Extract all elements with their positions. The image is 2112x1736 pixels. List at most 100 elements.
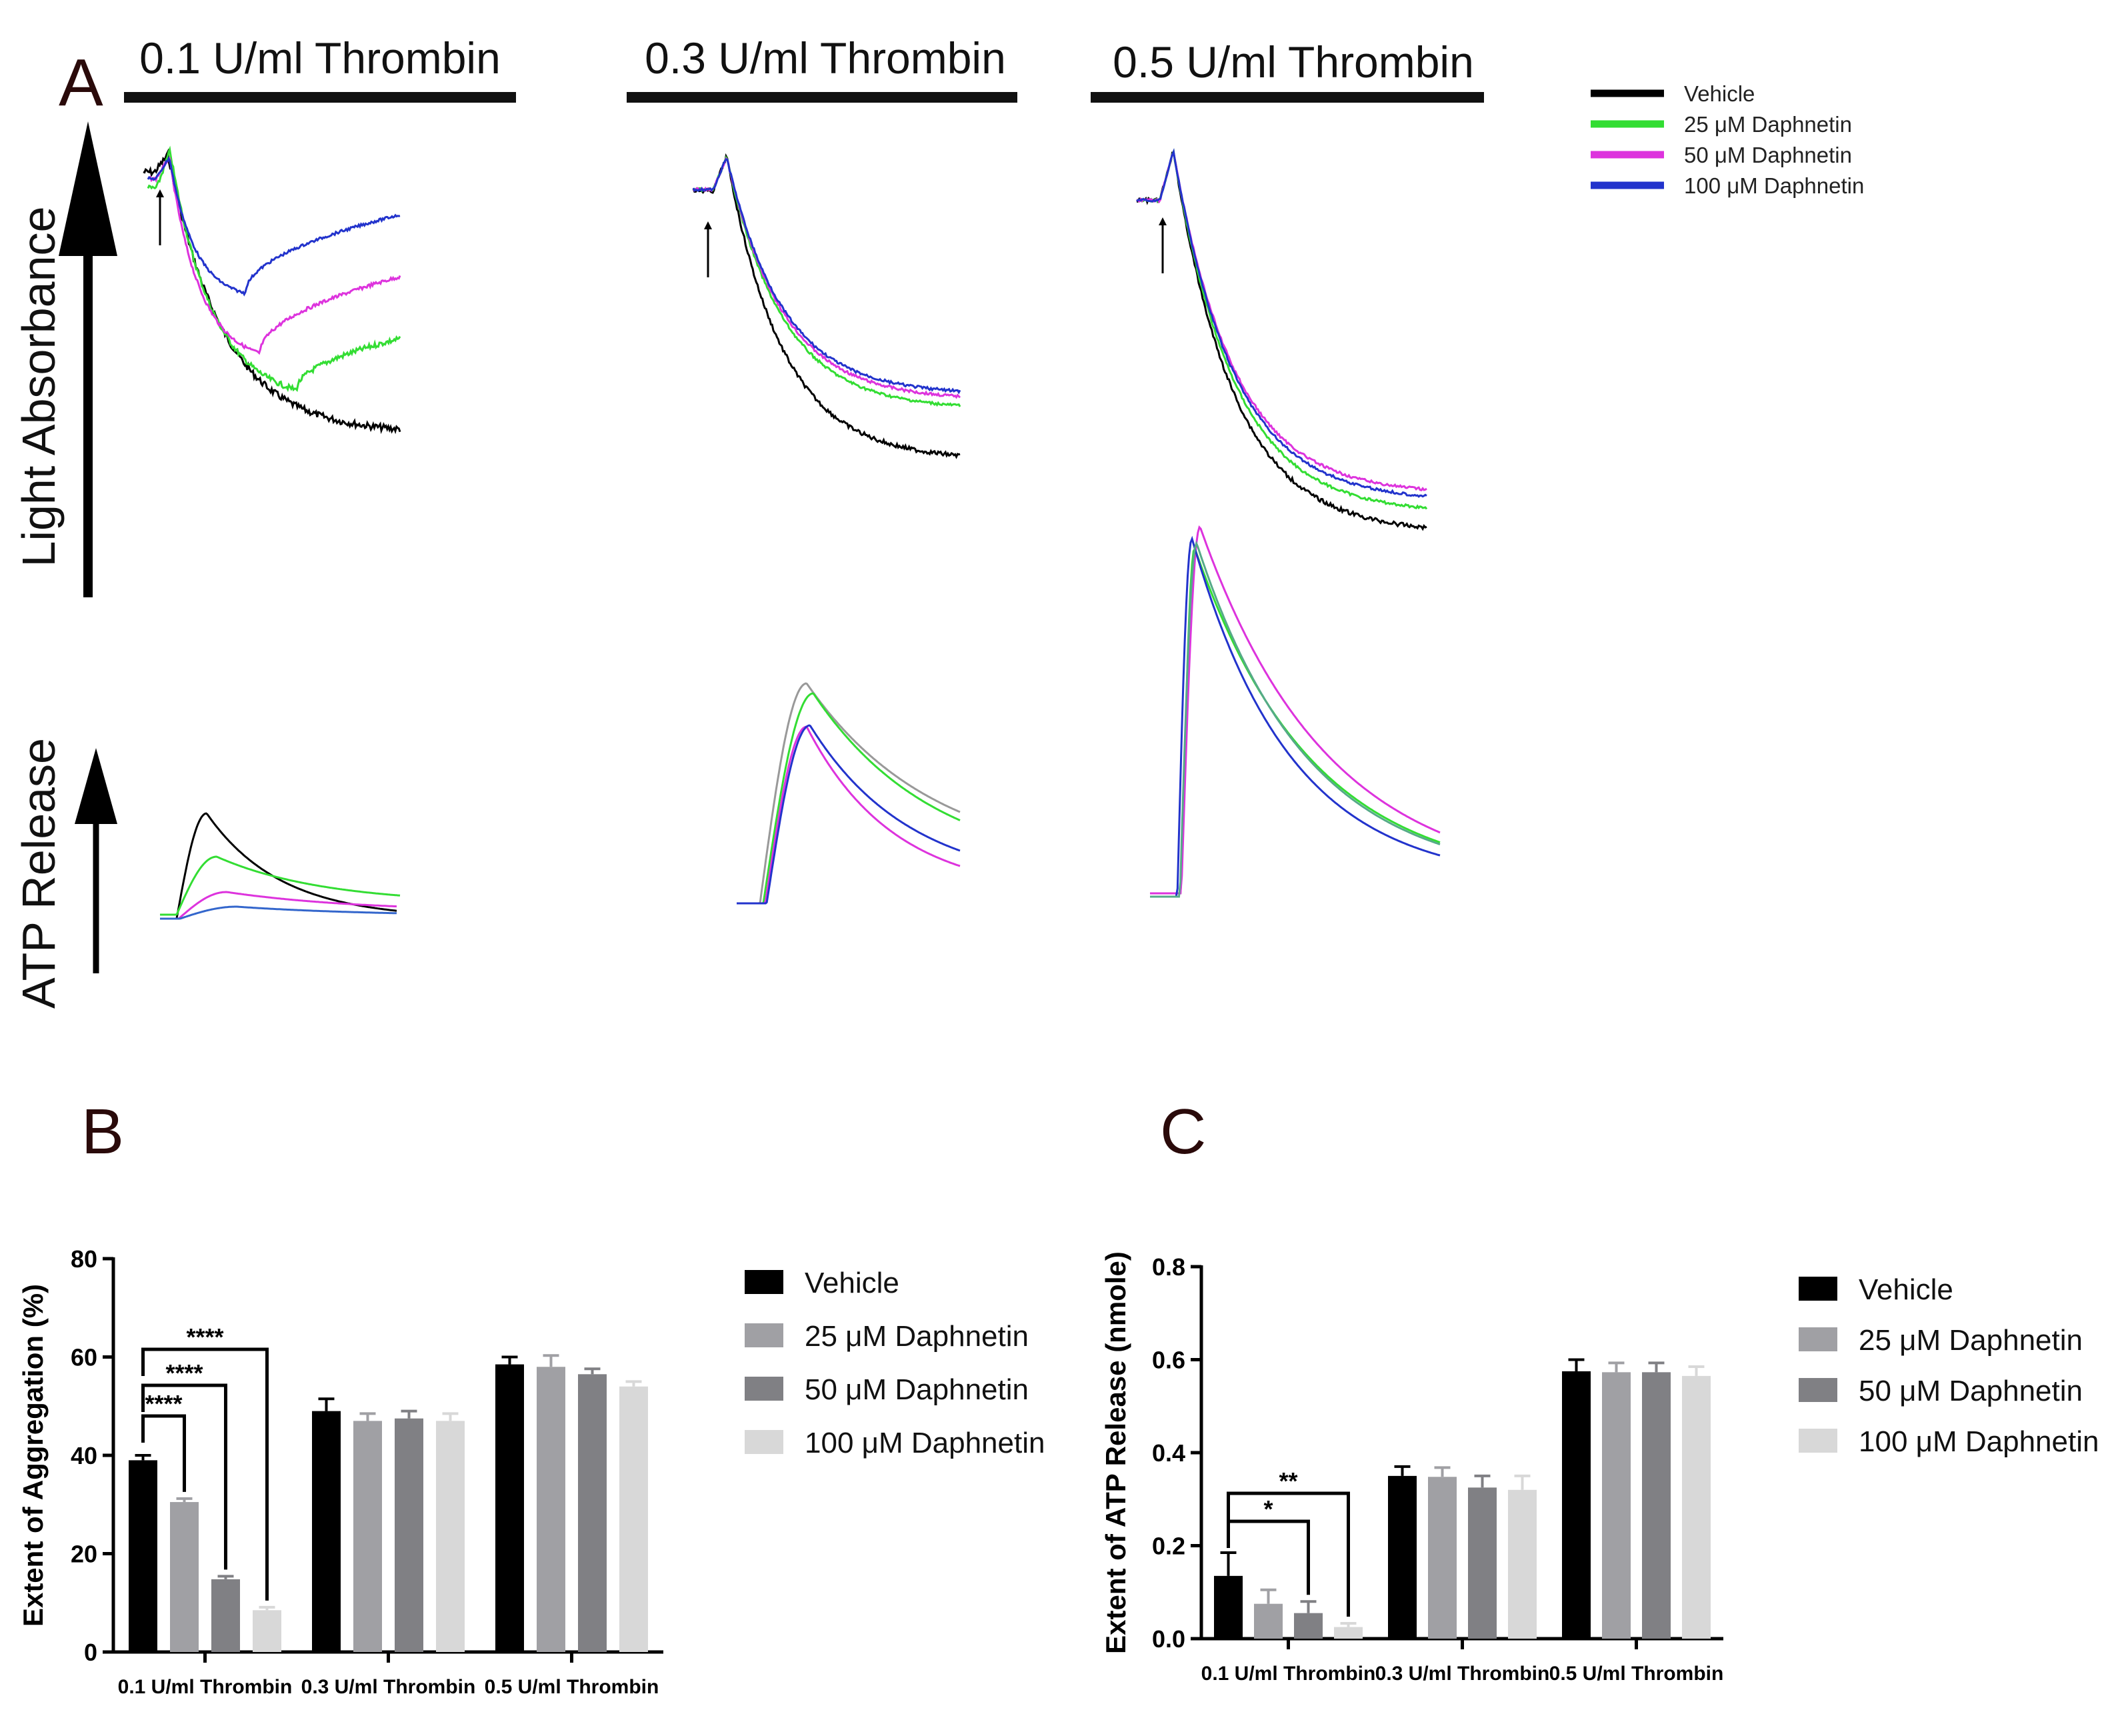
legend-a-label-2: 50 μM Daphnetin — [1684, 143, 1852, 167]
atp-05-50 — [1150, 525, 1441, 895]
atp-05-100 — [1150, 535, 1441, 898]
legend-a-label-0: Vehicle — [1684, 81, 1755, 106]
x-tick-label: 0.5 U/ml Thrombin — [485, 1676, 659, 1698]
legend-label-0: Vehicle — [1859, 1273, 1953, 1306]
atp-03-100 — [737, 724, 961, 905]
atp-05-25 — [1150, 546, 1441, 895]
bar-1-0 — [312, 1411, 341, 1652]
significance-bracket-1 — [1227, 1491, 1350, 1617]
y-tick-label: 60 — [71, 1344, 97, 1371]
bar-2-0 — [1562, 1371, 1591, 1639]
x-tick-label: 0.3 U/ml Thrombin — [301, 1676, 476, 1698]
legend-swatch-0 — [1799, 1277, 1837, 1301]
x-tick-label: 0.3 U/ml Thrombin — [1375, 1663, 1550, 1685]
panel-a-legend: Vehicle 25 μM Daphnetin 50 μM Daphnetin 100… — [1591, 81, 1864, 198]
agg-05-25 — [1136, 148, 1428, 510]
light-absorbance-label: Light Absorbance — [13, 207, 65, 567]
atp-03-25 — [737, 692, 961, 905]
panel-letter-c: C — [1160, 1096, 1206, 1167]
light-absorbance-arrowhead — [59, 121, 117, 256]
condition-header-0: 0.1 U/ml Thrombin — [139, 33, 501, 83]
bar-2-1 — [1602, 1372, 1631, 1639]
panel-a-stimulus-arrows — [156, 189, 1167, 277]
significance-label-0: **** — [145, 1390, 182, 1417]
y-tick-label: 80 — [71, 1245, 97, 1273]
bar-0-3 — [253, 1610, 281, 1652]
legend-swatch-2 — [1799, 1378, 1837, 1402]
significance-bracket-1 — [141, 1383, 227, 1570]
x-tick-label: 0.5 U/ml Thrombin — [1549, 1663, 1724, 1685]
y-tick-label: 0.6 — [1152, 1347, 1185, 1374]
legend-label-3: 100 μM Daphnetin — [1859, 1425, 2099, 1458]
bar-0-2 — [1294, 1613, 1323, 1639]
legend-a-label-1: 25 μM Daphnetin — [1684, 112, 1852, 137]
legend-label-2: 50 μM Daphnetin — [1859, 1375, 2083, 1407]
panel-a-traces — [143, 145, 1441, 920]
atp-release-arrowhead — [75, 748, 117, 824]
legend-swatch-0 — [745, 1270, 783, 1294]
condition-bar-0 — [124, 92, 516, 103]
bar-2-3 — [1682, 1375, 1711, 1639]
agg-01-100 — [147, 156, 401, 297]
significance-bracket-0 — [141, 1414, 186, 1492]
panel-letter-a: A — [59, 45, 103, 120]
bar-2-3 — [619, 1386, 648, 1652]
atp-05-vehicle — [1150, 540, 1441, 898]
atp-01-25 — [160, 855, 401, 916]
panel-letter-b: B — [81, 1096, 124, 1167]
condition-bar-2 — [1091, 92, 1484, 103]
bar-1-2 — [395, 1418, 423, 1652]
legend-swatch-3 — [1799, 1429, 1837, 1453]
atp-01-100 — [160, 905, 397, 920]
significance-bracket-0 — [1227, 1519, 1310, 1595]
chart-c-atp-release: 0.0 0.2 0.4 0.6 0.8 Extent of ATP Release (nm… — [1100, 1251, 1723, 1685]
legend-label-1: 25 μM Daphnetin — [1859, 1324, 2083, 1357]
y-tick-label: 0.0 — [1152, 1625, 1185, 1653]
bar-1-3 — [1508, 1489, 1537, 1639]
legend-label-3: 100 μM Daphnetin — [805, 1427, 1045, 1459]
bar-2-2 — [578, 1374, 607, 1652]
chart-b-legend: Vehicle 25 μM Daphnetin 50 μM Daphnetin 100… — [745, 1267, 1045, 1459]
bar-0-1 — [1254, 1603, 1283, 1639]
y-axis-label: Extent of ATP Release (nmole) — [1100, 1251, 1131, 1654]
legend-swatch-2 — [745, 1377, 783, 1401]
bar-0-0 — [1214, 1575, 1243, 1639]
condition-header-2: 0.5 U/ml Thrombin — [1113, 37, 1474, 87]
atp-01-vehicle — [160, 812, 397, 920]
bar-0-2 — [211, 1579, 240, 1652]
agg-05-100 — [1136, 148, 1427, 498]
bar-2-1 — [537, 1367, 565, 1652]
atp-release-label: ATP Release — [13, 738, 65, 1009]
agg-05-50 — [1136, 150, 1427, 491]
legend-swatch-1 — [1799, 1327, 1837, 1351]
agg-01-50 — [147, 157, 401, 355]
significance-label-0: * — [1263, 1495, 1273, 1523]
y-tick-label: 0.2 — [1152, 1533, 1185, 1560]
significance-bracket-2 — [141, 1347, 269, 1601]
chart-b-aggregation: 0 20 40 60 80 Extent of Aggregation (%) 0.1 U/… — [17, 1245, 663, 1698]
bar-1-2 — [1468, 1487, 1497, 1639]
condition-bar-1 — [627, 92, 1017, 103]
legend-swatch-3 — [745, 1430, 783, 1454]
condition-header-1: 0.3 U/ml Thrombin — [645, 33, 1006, 83]
bar-1-1 — [1428, 1477, 1457, 1639]
bar-2-2 — [1642, 1372, 1671, 1639]
bar-0-1 — [170, 1502, 199, 1652]
atp-03-vehicle — [737, 682, 961, 905]
panel-a-headers: 0.1 U/ml Thrombin 0.3 U/ml Thrombin 0.5 … — [124, 33, 1484, 103]
x-tick-label: 0.1 U/ml Thrombin — [118, 1676, 293, 1698]
bar-2-0 — [495, 1364, 524, 1652]
bar-0-0 — [129, 1460, 157, 1652]
legend-label-1: 25 μM Daphnetin — [805, 1320, 1029, 1353]
significance-label-1: **** — [165, 1359, 203, 1387]
agg-01-25 — [147, 145, 401, 393]
legend-a-label-3: 100 μM Daphnetin — [1684, 173, 1864, 198]
legend-label-0: Vehicle — [805, 1267, 899, 1299]
y-tick-label: 0 — [84, 1639, 97, 1666]
atp-01-50 — [160, 891, 397, 920]
y-tick-label: 40 — [71, 1442, 97, 1469]
y-tick-label: 0.4 — [1152, 1439, 1185, 1467]
legend-swatch-1 — [745, 1323, 783, 1347]
significance-label-2: **** — [186, 1323, 223, 1351]
